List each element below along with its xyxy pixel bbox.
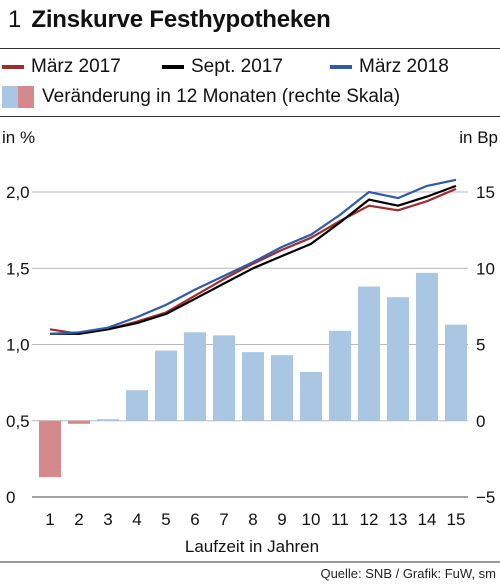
x-tick-label: 2: [74, 510, 83, 529]
x-tick-label: 6: [190, 510, 199, 529]
x-tick-label: 8: [248, 510, 257, 529]
x-tick-label: 9: [277, 510, 286, 529]
title-rule: [0, 48, 500, 49]
y-tick-label-left: 2,0: [6, 183, 30, 202]
y-tick-label-left: 0,5: [6, 412, 30, 431]
legend-swatch-s1: [2, 65, 24, 69]
y-tick-label-left: 0: [6, 488, 15, 507]
legend-swatch-s2: [162, 65, 184, 69]
chart-title-row: 1 Zinskurve Festhypotheken: [8, 6, 331, 42]
x-tick-label: 5: [161, 510, 170, 529]
legend-label-s1: März 2017: [31, 56, 121, 77]
x-tick-label: 3: [103, 510, 112, 529]
series-line: [49, 178, 457, 335]
bar: [445, 324, 467, 421]
legend-item-s2: Sept. 2017: [162, 56, 283, 78]
bar: [184, 332, 206, 421]
y-tick-label-right: −5: [476, 488, 495, 507]
y-tick-label-right: 0: [476, 412, 485, 431]
legend: März 2017 Sept. 2017 März 2018 Veränderu…: [0, 56, 500, 116]
y-tick-label-right: 15: [476, 183, 495, 202]
x-tick-label: 12: [360, 510, 379, 529]
left-axis-unit: in %: [2, 128, 36, 147]
series-line: [50, 184, 457, 335]
bar: [358, 286, 380, 421]
bar: [97, 419, 119, 421]
x-tick-label: 11: [331, 510, 349, 529]
y-tick-label-left: 1,0: [6, 336, 30, 355]
legend-swatch-s3: [330, 65, 352, 69]
bar: [416, 272, 438, 421]
legend-item-bars: Veränderung in 12 Monaten (rechte Skala): [2, 86, 400, 108]
x-tick-label: 10: [302, 510, 321, 529]
bar: [300, 371, 322, 421]
y-tick-label-left: 1,5: [6, 259, 30, 278]
chart-title: Zinskurve Festhypotheken: [31, 6, 331, 33]
bar: [155, 350, 177, 421]
chart-number: 1: [8, 6, 22, 33]
bar: [126, 390, 148, 421]
x-tick-label: 13: [389, 510, 408, 529]
legend-label-bars: Veränderung in 12 Monaten (rechte Skala): [42, 86, 401, 107]
legend-item-s1: März 2017: [2, 56, 121, 78]
bar: [387, 297, 409, 421]
source-note: Quelle: SNB / Grafik: FuW, sm: [320, 566, 496, 581]
legend-swatch-bar-positive: [2, 86, 18, 108]
x-tick-label: 1: [45, 510, 54, 529]
bar: [242, 352, 264, 421]
bar: [39, 420, 61, 478]
legend-label-s2: Sept. 2017: [191, 56, 283, 77]
y-tick-label-right: 10: [476, 259, 495, 278]
legend-swatch-bar-negative: [18, 86, 34, 108]
x-tick-label: 15: [447, 510, 466, 529]
bar: [68, 420, 90, 424]
bar: [329, 330, 351, 421]
legend-label-s3: März 2018: [359, 56, 449, 77]
bar: [213, 335, 235, 421]
y-tick-label-right: 5: [476, 336, 485, 355]
legend-item-s3: März 2018: [330, 56, 449, 78]
right-axis-unit: in Bp: [459, 128, 498, 147]
bar: [271, 355, 293, 421]
legend-rule: [0, 116, 500, 117]
x-axis-title: Laufzeit in Jahren: [185, 537, 319, 556]
x-tick-label: 14: [418, 510, 437, 529]
x-tick-label: 4: [132, 510, 141, 529]
x-tick-label: 7: [219, 510, 228, 529]
